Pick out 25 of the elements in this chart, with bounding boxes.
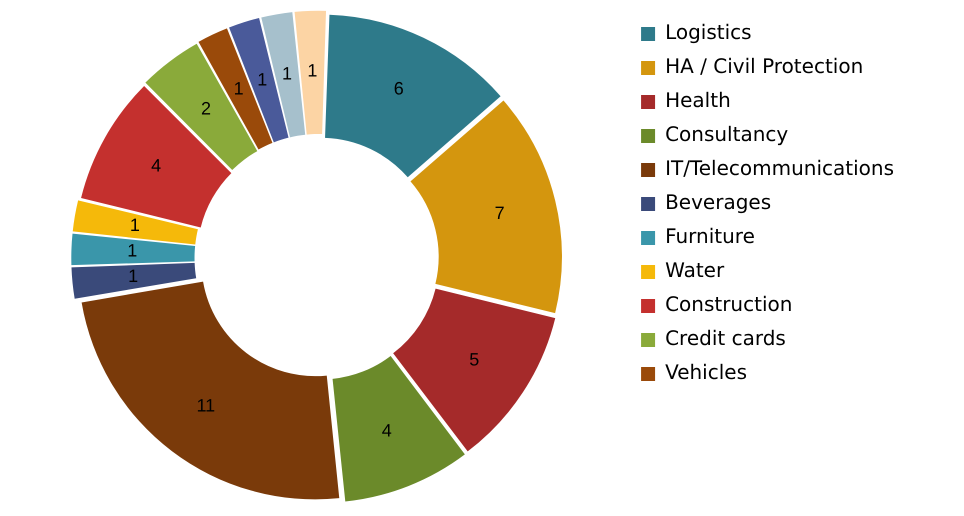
legend-label: Consultancy [665,122,788,146]
legend-label: HA / Civil Protection [665,54,864,78]
legend-label: Credit cards [665,326,786,350]
data-label: 11 [196,395,216,416]
data-label: 5 [469,349,480,370]
data-label: 2 [201,98,212,118]
legend-label: Water [665,258,725,282]
data-label: 1 [234,78,244,99]
legend-label: Construction [665,292,792,316]
legend-label: Vehicles [665,360,748,384]
legend-label: Beverages [665,190,772,214]
data-label: 4 [151,156,162,176]
data-label: 1 [307,60,318,81]
data-label: 7 [494,202,505,223]
legend-label: Health [665,88,731,112]
legend-label: Furniture [665,224,755,248]
data-label: 1 [282,63,292,84]
data-label: 1 [128,266,138,286]
data-label: 1 [127,240,138,260]
data-label: 1 [130,215,140,236]
legend-label: Logistics [665,20,752,44]
legend-label: IT/Telecommunications [665,156,894,180]
data-label: 6 [394,78,404,99]
data-label: 1 [257,69,268,90]
data-label: 4 [382,420,392,440]
